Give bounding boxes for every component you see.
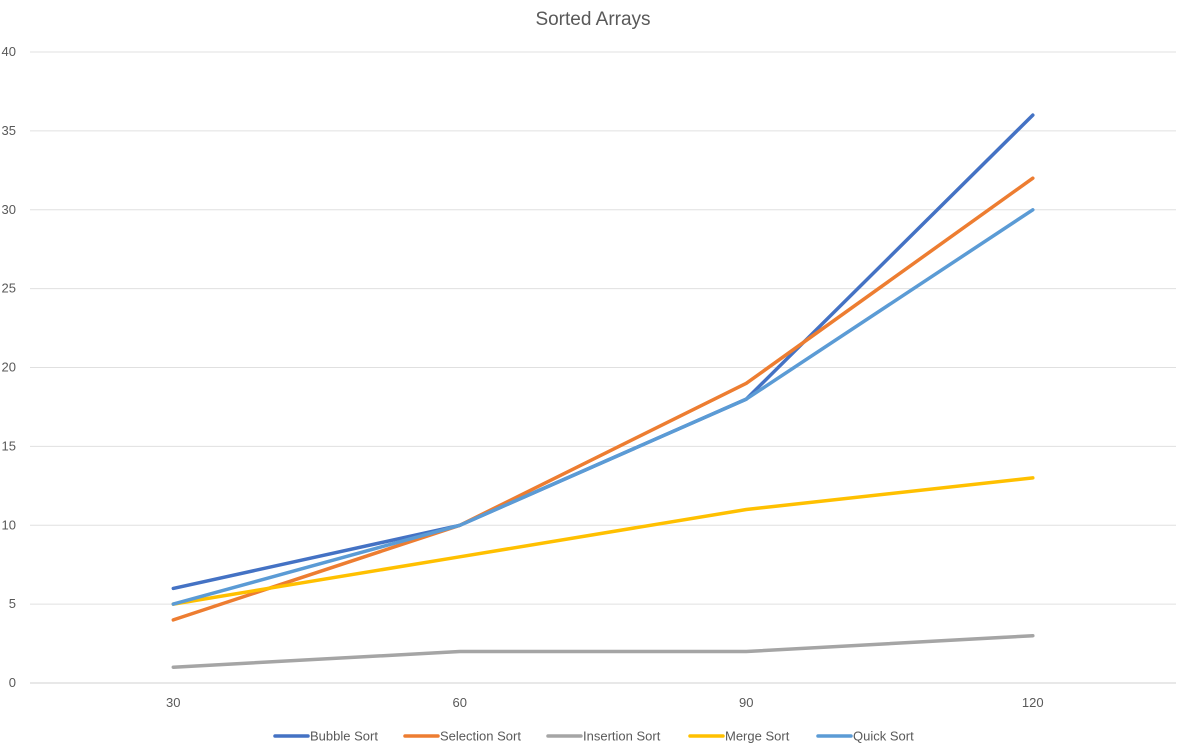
y-tick-label: 10 [2,517,16,532]
legend-label: Quick Sort [853,729,914,744]
legend: Bubble Sort Selection Sort Insertion Sort M… [273,729,914,744]
x-tick-label: 120 [1022,695,1044,710]
x-tick-label: 90 [739,695,753,710]
y-axis-ticks: 0 5 10 15 20 25 30 35 40 [2,44,16,690]
legend-item-insertion-sort: Insertion Sort [546,729,661,744]
series-line-merge-sort [171,476,1035,606]
legend-item-quick-sort: Quick Sort [816,729,914,744]
y-tick-label: 0 [9,675,16,690]
y-tick-label: 15 [2,438,16,453]
x-tick-label: 30 [166,695,180,710]
series-line-selection-sort [171,176,1035,622]
legend-label: Selection Sort [440,729,521,744]
legend-item-bubble-sort: Bubble Sort [273,729,378,744]
series-line-insertion-sort [171,633,1035,669]
y-tick-label: 20 [2,360,16,375]
legend-item-selection-sort: Selection Sort [403,729,521,744]
y-tick-label: 40 [2,44,16,59]
chart-title: Sorted Arrays [535,9,650,30]
series-line-bubble-sort [171,113,1035,591]
y-tick-label: 25 [2,281,16,296]
legend-label: Insertion Sort [583,729,661,744]
x-axis-ticks: 30 60 90 120 [166,695,1044,710]
y-tick-label: 35 [2,123,16,138]
x-tick-label: 60 [453,695,467,710]
y-tick-label: 30 [2,202,16,217]
gridlines [30,51,1176,684]
legend-label: Bubble Sort [310,729,378,744]
series-line-quick-sort [171,208,1035,606]
legend-item-merge-sort: Merge Sort [688,729,790,744]
y-tick-label: 5 [9,596,16,611]
legend-label: Merge Sort [725,729,790,744]
series-lines [171,113,1035,669]
